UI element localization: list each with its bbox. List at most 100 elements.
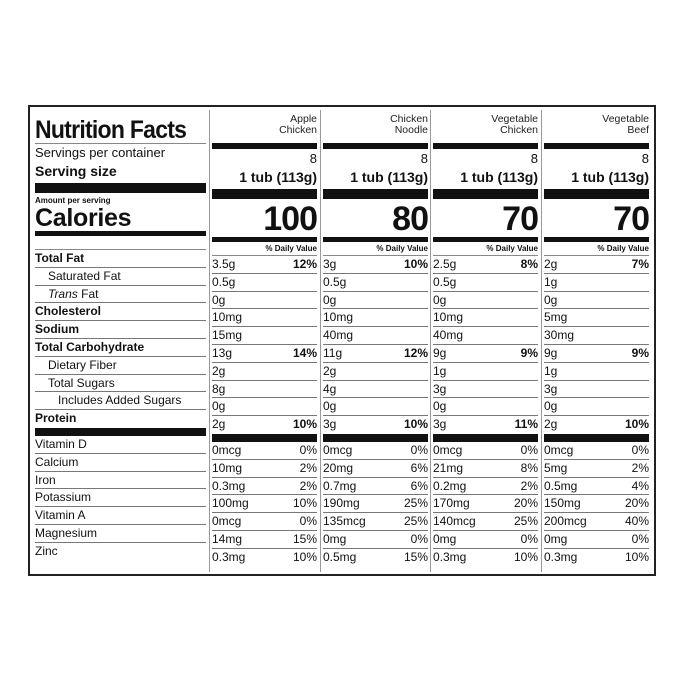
vitamin-row: 0.3mg 10% <box>433 549 538 566</box>
nutrient-label: Cholesterol <box>35 304 102 319</box>
thick-divider <box>212 189 317 199</box>
nutrient-row: 0.5g <box>323 274 428 292</box>
nutrient-row: Saturated Fat <box>35 268 206 286</box>
nutrient-amount: 3g <box>323 417 337 432</box>
nutrient-amount: 1g <box>544 274 558 289</box>
nutrient-label: Total Sugars <box>48 375 115 390</box>
daily-value-header: % Daily Value <box>433 242 538 256</box>
vitamin-row: 135mcg 25% <box>323 513 428 531</box>
vitamin-row: 170mg 20% <box>433 495 538 514</box>
vitamin-amount: 5mg <box>544 460 568 475</box>
nutrition-facts-panel: Nutrition Facts Servings per container Ser… <box>28 105 656 576</box>
vitamin-percent: 10% <box>513 549 538 564</box>
vitamin-row: Potassium <box>35 489 206 508</box>
nutrient-row: 0g <box>433 398 538 417</box>
nutrient-amount: 10mg <box>433 310 464 325</box>
nutrient-amount: 0g <box>323 292 337 307</box>
servings-value: 8 <box>420 151 428 166</box>
nutrient-row: 0g <box>323 292 428 310</box>
vitamin-row: 0mcg 0% <box>433 442 538 460</box>
vitamin-amount: 0.5mg <box>544 478 578 493</box>
nutrient-amount: 40mg <box>433 328 464 343</box>
nutrient-percent: 11% <box>514 417 538 432</box>
vitamin-label: Magnesium <box>35 525 98 540</box>
vitamin-amount: 0mg <box>323 531 347 546</box>
nutrient-row: 0g <box>212 398 317 417</box>
nutrient-amount: 0g <box>544 292 558 307</box>
vitamin-percent: 8% <box>520 460 538 475</box>
vitamin-row: 0mg 0% <box>544 531 649 549</box>
vitamin-percent: 2% <box>631 460 649 475</box>
header: Nutrition Facts <box>35 110 206 144</box>
nutrient-amount: 10mg <box>323 310 354 325</box>
vitamin-row: 21mg 8% <box>433 460 538 478</box>
nutrient-row: 1g <box>544 363 649 381</box>
vitamin-label: Vitamin D <box>35 436 87 451</box>
nutrient-row: 0g <box>433 292 538 310</box>
vitamin-percent: 15% <box>292 531 317 546</box>
servings-value: 8 <box>309 151 317 166</box>
calories-block: 100 <box>212 199 318 238</box>
nutrient-row: 3g 10% <box>323 416 428 433</box>
column-separator <box>430 110 431 572</box>
nutrient-amount: 2.5g <box>433 257 457 271</box>
vitamin-amount: 135mcg <box>323 514 366 529</box>
vitamin-percent: 0% <box>631 531 649 546</box>
thick-divider <box>544 433 649 442</box>
vitamin-amount: 0mg <box>544 531 568 546</box>
vitamin-percent: 25% <box>403 514 428 529</box>
product-header: Vegetable Chicken <box>433 110 538 140</box>
vitamin-percent: 20% <box>624 496 649 511</box>
product-header: Vegetable Beef <box>544 110 649 140</box>
nutrient-amount: 2g <box>212 363 226 378</box>
vitamin-amount: 14mg <box>212 531 243 546</box>
vitamin-amount: 20mg <box>323 460 354 475</box>
nutrient-percent: 9% <box>631 345 649 360</box>
serving-size-value: 1 tub (113g) <box>350 169 428 185</box>
nutrient-label: Total Fat <box>35 251 85 265</box>
amount-per-serving: Amount per serving <box>35 196 111 205</box>
nutrient-amount: 3g <box>544 381 558 396</box>
daily-value-header: % Daily Value <box>544 242 649 256</box>
nutrient-row: 9g 9% <box>433 345 538 363</box>
nutrient-amount: 0g <box>212 399 226 414</box>
nutrient-row: 11g 12% <box>323 345 428 363</box>
vitamin-percent: 0% <box>299 442 317 457</box>
divider <box>323 237 428 242</box>
nutrient-amount: 0g <box>433 399 447 414</box>
nutrient-row: 1g <box>433 363 538 381</box>
nutrient-row: Cholesterol <box>35 303 206 322</box>
product-header: Apple Chicken <box>212 110 317 140</box>
nutrient-row: 3g 11% <box>433 416 538 433</box>
product-name: Chicken Noodle <box>390 113 428 136</box>
nutrient-row: Dietary Fiber <box>35 357 206 375</box>
nutrient-amount: 40mg <box>323 328 354 343</box>
vitamin-amount: 200mcg <box>544 514 587 529</box>
nutrient-row: 2g <box>212 363 317 381</box>
nutrient-percent: 7% <box>631 257 649 271</box>
nutrient-row: 2.5g 8% <box>433 256 538 274</box>
thick-divider <box>35 427 206 436</box>
serving-size-label: Serving size <box>35 163 117 179</box>
vitamin-label: Iron <box>35 472 56 487</box>
vitamin-amount: 190mg <box>323 496 360 511</box>
vitamin-row: 0mg 0% <box>433 531 538 549</box>
nutrient-amount: 3.5g <box>212 257 236 271</box>
vitamin-row: 5mg 2% <box>544 460 649 478</box>
nutrient-amount: 2g <box>323 363 337 378</box>
nutrient-row: Sodium <box>35 321 206 339</box>
nutrient-row: 15mg <box>212 327 317 345</box>
vitamin-percent: 0% <box>410 531 428 546</box>
label-column: Nutrition Facts Servings per container Ser… <box>35 110 206 560</box>
nutrient-label: Total Carbohydrate <box>35 339 145 354</box>
servings-value: 8 <box>530 151 538 166</box>
nutrient-row: 10mg <box>323 309 428 328</box>
thick-divider <box>433 189 538 199</box>
nutrient-percent: 10% <box>403 257 428 271</box>
vitamin-percent: 25% <box>403 496 428 511</box>
nutrient-row: 10mg <box>433 309 538 328</box>
vitamin-row: Calcium <box>35 454 206 472</box>
nutrient-amount: 0g <box>323 399 337 414</box>
nutrient-row: 1g <box>544 274 649 292</box>
divider <box>212 237 317 242</box>
